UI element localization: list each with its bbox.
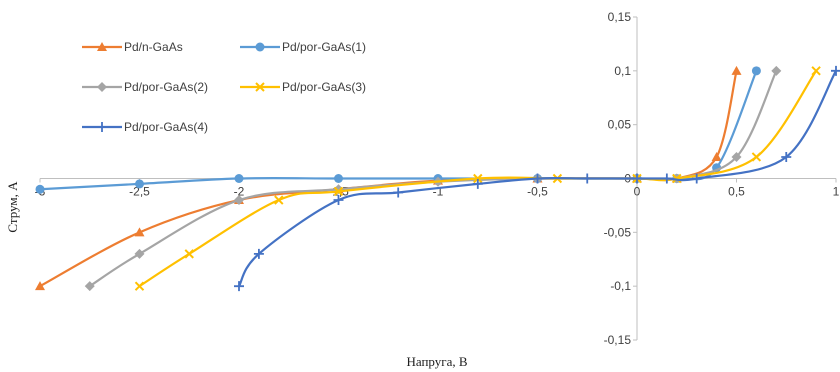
series-4: [134, 66, 821, 291]
data-point: [473, 173, 483, 184]
legend-label: Pd/por-GaAs(4): [124, 120, 208, 134]
y-tick-label: 0,15: [608, 10, 632, 24]
legend-marker: [255, 82, 265, 92]
data-point: [234, 195, 244, 206]
x-tick-label: 0: [634, 185, 641, 199]
x-axis-title: Напруга, В: [406, 354, 467, 369]
data-point: [234, 174, 244, 183]
series-line: [138, 70, 818, 288]
x-tick-label: 0,5: [728, 185, 745, 199]
legend-label: Pd/por-GaAs(3): [282, 80, 366, 94]
series-line: [89, 70, 778, 288]
data-point: [134, 281, 145, 291]
data-point: [333, 195, 344, 206]
legend-entry: Pd/por-GaAs(3): [240, 80, 366, 94]
y-tick-label: -0,1: [610, 279, 631, 293]
legend-label: Pd/por-GaAs(2): [124, 80, 208, 94]
series-line: [238, 70, 837, 287]
legend: Pd/n-GaAs Pd/por-GaAs(1) Pd/por-GaAs(2) Pd/…: [82, 40, 366, 134]
y-tick-label: 0,1: [614, 64, 631, 78]
y-tick-label: -0,05: [604, 225, 632, 239]
data-point: [731, 151, 742, 162]
data-point: [393, 187, 404, 198]
y-axis-title: Струм, А: [5, 181, 20, 233]
legend-entry: Pd/n-GaAs: [82, 40, 183, 54]
data-point: [35, 184, 45, 194]
legend-entry: Pd/por-GaAs(1): [240, 40, 366, 54]
x-tick-label: 1: [833, 185, 840, 199]
data-point: [334, 174, 343, 183]
legend-entry: Pd/por-GaAs(2): [82, 80, 208, 94]
data-point: [184, 249, 194, 259]
data-point: [711, 151, 722, 161]
x-tick-label: -2,5: [129, 185, 150, 199]
data-point: [751, 152, 762, 162]
legend-marker: [97, 122, 107, 132]
legend-marker: [97, 42, 107, 51]
data-point: [274, 195, 284, 205]
legend-entry: Pd/por-GaAs(4): [82, 120, 208, 134]
data-point: [751, 66, 761, 76]
data-point: [134, 248, 145, 259]
data-point: [472, 178, 483, 189]
y-tick-label: -0,15: [604, 333, 632, 347]
data-point: [691, 173, 702, 184]
data-point: [134, 227, 145, 237]
series-5: [234, 65, 840, 292]
series-layer: [35, 65, 840, 292]
y-tick-label: 0,05: [608, 118, 632, 132]
legend-label: Pd/por-GaAs(1): [282, 40, 366, 54]
x-tick-label: -2: [234, 185, 245, 199]
data-point: [253, 248, 264, 259]
legend-marker: [97, 82, 107, 92]
legend-label: Pd/n-GaAs: [124, 40, 183, 54]
data-point: [135, 179, 144, 189]
data-point: [532, 173, 543, 184]
data-point: [771, 65, 782, 76]
data-point: [672, 173, 682, 184]
data-point: [35, 281, 45, 291]
data-point: [661, 173, 672, 184]
data-point: [831, 65, 840, 76]
data-point: [84, 281, 95, 292]
legend-marker: [255, 42, 265, 52]
data-point: [582, 173, 593, 184]
data-point: [811, 66, 821, 76]
data-point: [632, 173, 642, 184]
data-point: [234, 281, 244, 292]
data-point: [333, 186, 344, 197]
data-point: [731, 65, 742, 75]
axes-layer: -3-2,5-2-1,5-1-0,500,510,150,10,050-0,05…: [35, 10, 840, 347]
data-point: [781, 151, 792, 162]
x-tick-label: -1: [433, 185, 444, 199]
x-tick-label: -0,5: [527, 185, 548, 199]
